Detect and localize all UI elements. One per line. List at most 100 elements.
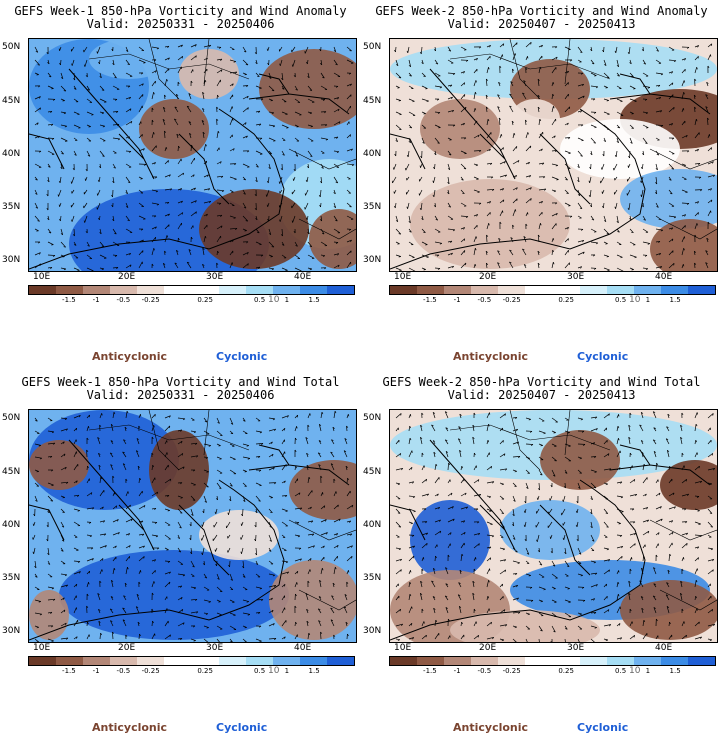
wind-arrow	[603, 569, 610, 575]
wind-arrow-head	[680, 592, 683, 595]
wind-arrow	[34, 122, 39, 126]
wind-arrow-head	[421, 608, 424, 611]
wind-arrow	[216, 625, 223, 630]
wind-arrow-head	[524, 538, 527, 542]
wind-arrow-head	[242, 576, 246, 578]
wind-arrow	[459, 414, 462, 419]
wind-arrow	[164, 224, 170, 230]
wind-arrow-head	[309, 245, 312, 248]
wind-arrow-head	[71, 63, 73, 66]
wind-arrow	[164, 188, 172, 191]
wind-arrow-head	[142, 239, 144, 242]
wind-arrow	[460, 94, 466, 100]
wind-arrow-head	[293, 75, 296, 78]
wind-arrow	[525, 612, 530, 615]
wind-arrow	[512, 521, 515, 526]
wind-arrow-head	[217, 421, 220, 424]
lat-label: 45N	[363, 96, 382, 106]
wind-arrow	[472, 425, 475, 432]
wind-arrow-head	[101, 413, 103, 416]
wind-arrow	[538, 188, 546, 191]
wind-arrow-head	[318, 596, 322, 598]
wind-arrow	[551, 238, 554, 243]
wind-arrow-head	[485, 94, 488, 97]
wind-arrow	[73, 547, 79, 551]
wind-arrow-head	[555, 56, 558, 60]
wind-arrow-head	[259, 640, 262, 642]
wind-arrow-head	[686, 543, 688, 546]
wind-arrow	[616, 85, 622, 89]
wind-arrow	[151, 425, 155, 432]
wind-arrow	[512, 456, 521, 458]
wind-arrow	[294, 124, 299, 128]
wind-arrow	[707, 147, 712, 152]
wind-arrow	[73, 267, 80, 271]
wind-arrow	[589, 176, 592, 183]
wind-arrow	[408, 545, 415, 549]
wind-arrow	[268, 467, 275, 471]
wind-arrow	[420, 437, 423, 445]
wind-arrow	[512, 224, 514, 230]
wind-arrow-head	[58, 48, 60, 51]
wind-arrow-head	[629, 412, 632, 416]
lat-label: 35N	[363, 202, 382, 212]
wind-arrow	[603, 534, 608, 538]
wind-arrow	[71, 176, 75, 184]
wind-arrow	[190, 547, 193, 554]
wind-arrow-head	[335, 242, 339, 244]
wind-arrow	[551, 67, 557, 74]
wind-arrow	[229, 262, 233, 269]
wind-arrow	[694, 580, 697, 588]
colorbar-swatch	[498, 657, 526, 665]
wind-arrow	[421, 111, 426, 114]
wind-arrow-head	[452, 518, 455, 522]
wind-arrow	[345, 622, 348, 627]
wind-arrow	[681, 479, 687, 484]
wind-arrow-head	[168, 213, 170, 216]
wind-arrow-head	[487, 118, 490, 122]
wind-arrow-head	[151, 119, 154, 123]
wind-arrow	[551, 93, 554, 100]
wind-arrow	[564, 249, 569, 256]
wind-arrow	[642, 555, 644, 562]
wind-arrow-head	[63, 112, 67, 115]
wind-arrow-head	[115, 505, 118, 508]
wind-arrow	[460, 150, 467, 154]
wind-arrow	[294, 267, 302, 271]
wind-arrow-head	[284, 428, 286, 431]
wind-arrow-head	[552, 93, 555, 97]
wind-arrow	[499, 508, 504, 514]
wind-arrow-head	[522, 248, 525, 251]
wind-arrow-head	[333, 50, 337, 52]
wind-arrow	[445, 427, 449, 432]
wind-arrow-head	[279, 63, 281, 66]
wind-arrow-head	[634, 533, 636, 536]
wind-arrow	[535, 521, 540, 528]
wind-arrow-head	[700, 480, 703, 484]
wind-arrow-head	[155, 535, 159, 538]
wind-arrow	[60, 228, 64, 235]
wind-arrow	[551, 469, 556, 477]
wind-arrow-head	[486, 106, 489, 109]
wind-arrow	[177, 508, 183, 514]
wind-arrow-head	[459, 605, 462, 608]
wind-arrow-head	[105, 545, 107, 548]
wind-arrow-head	[590, 49, 593, 52]
wind-arrow-head	[59, 62, 61, 66]
wind-arrow-head	[235, 71, 238, 74]
wind-arrow-head	[48, 75, 52, 78]
wind-arrow	[629, 621, 633, 627]
wind-arrow-head	[321, 411, 324, 415]
wind-arrow	[190, 417, 195, 421]
wind-arrow	[551, 176, 559, 180]
wind-arrow-head	[477, 134, 480, 138]
wind-arrow-head	[656, 618, 658, 622]
wind-arrow-head	[409, 75, 412, 77]
wind-arrow	[523, 108, 527, 113]
wind-arrow-head	[433, 205, 436, 208]
wind-arrow-head	[712, 569, 714, 572]
wind-arrow	[434, 241, 442, 244]
wind-arrow-head	[655, 182, 658, 185]
wind-arrow	[216, 147, 220, 152]
wind-arrow-head	[643, 62, 646, 65]
